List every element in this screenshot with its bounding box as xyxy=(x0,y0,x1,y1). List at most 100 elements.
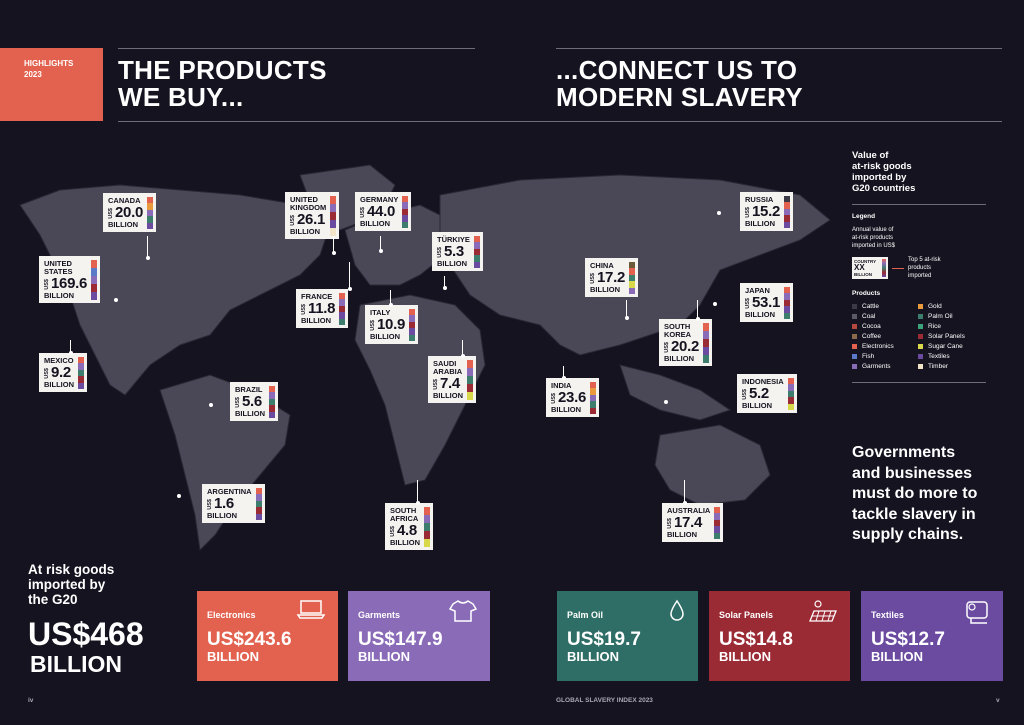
unit-label: BILLION xyxy=(370,332,400,341)
location-dot xyxy=(442,286,447,290)
highlights-badge: HIGHLIGHTS 2023 xyxy=(0,48,103,121)
country-name: SAUDI ARABIA xyxy=(433,359,463,376)
product-legend-item: Textiles xyxy=(918,353,984,360)
currency-label: US$ xyxy=(437,246,443,258)
product-swatch xyxy=(714,513,721,520)
tile-name: Solar Panels xyxy=(719,610,774,620)
country-name: FRANCE xyxy=(301,292,333,301)
country-name: JAPAN xyxy=(745,286,770,295)
location-dot xyxy=(716,211,721,215)
country-name: INDONESIA xyxy=(742,377,784,386)
product-swatch xyxy=(91,292,98,300)
southeast-asia-shape xyxy=(619,364,732,421)
unit-label: BILLION xyxy=(44,291,74,300)
product-swatch xyxy=(918,314,923,319)
product-swatch xyxy=(473,242,480,249)
country-name: BRAZIL xyxy=(235,385,263,394)
leader-line xyxy=(626,300,627,318)
product-swatch xyxy=(629,274,635,282)
top5-description: Top 5 at-risk products imported xyxy=(908,257,941,279)
product-swatch xyxy=(590,407,596,415)
solar-panel-icon xyxy=(808,599,838,630)
product-color-strip xyxy=(590,382,596,415)
product-swatch xyxy=(852,334,857,339)
leader-line xyxy=(444,276,445,288)
location-dot xyxy=(378,249,383,253)
product-legend-item: Fish xyxy=(852,353,918,360)
location-dot xyxy=(331,251,336,255)
product-legend-item: Cattle xyxy=(852,303,918,310)
location-dot xyxy=(113,298,118,302)
country-value: 4.8 xyxy=(397,522,417,539)
country-name: CHINA xyxy=(590,261,614,270)
currency-label: US$ xyxy=(551,392,557,404)
product-swatch xyxy=(852,364,857,369)
product-swatch xyxy=(402,196,409,203)
legend-heading: Legend xyxy=(852,213,876,220)
currency-label: US$ xyxy=(44,367,50,379)
product-swatch xyxy=(424,515,430,523)
product-color-strip xyxy=(91,260,98,300)
country-card-united-states: UNITED STATES US$ 169.6 BILLION xyxy=(39,256,101,303)
header-rule xyxy=(118,121,1002,122)
product-swatch xyxy=(330,196,337,204)
unit-label: BILLION xyxy=(235,409,265,418)
product-swatch xyxy=(918,364,923,369)
currency-label: US$ xyxy=(290,214,296,226)
side-rule-1 xyxy=(852,204,986,205)
product-swatch xyxy=(78,363,84,370)
country-card-mexico: MEXICO US$ 9.2 BILLION xyxy=(39,353,87,392)
currency-label: US$ xyxy=(44,278,50,290)
leader-line xyxy=(349,262,350,289)
side-title: Value of at-risk goods imported by G20 c… xyxy=(852,150,916,194)
unit-label: BILLION xyxy=(590,285,620,294)
country-card-saudi-arabia: SAUDI ARABIA US$ 7.4 BILLION xyxy=(428,356,476,403)
country-name: SOUTH KOREA xyxy=(664,322,692,339)
product-swatch xyxy=(409,328,415,335)
location-dot xyxy=(415,501,420,505)
product-swatch xyxy=(918,324,923,329)
country-value: 169.6 xyxy=(51,275,88,292)
product-swatch xyxy=(330,204,337,212)
tile-textiles: Textiles US$12.7 BILLION xyxy=(861,591,1003,681)
country-name: MEXICO xyxy=(44,356,74,365)
product-swatch xyxy=(473,261,480,269)
product-color-strip xyxy=(467,360,473,400)
product-color-strip xyxy=(784,196,790,229)
product-swatch xyxy=(339,312,346,319)
product-swatch xyxy=(409,321,415,329)
tile-value: US$147.9 xyxy=(358,629,443,650)
product-swatch xyxy=(409,315,415,322)
location-dot xyxy=(561,376,566,380)
product-swatch xyxy=(467,392,473,400)
product-legend-item: Solar Panels xyxy=(918,333,984,340)
total-unit: BILLION xyxy=(30,651,122,677)
product-swatch xyxy=(147,209,153,217)
product-swatch xyxy=(255,488,262,495)
leader-line xyxy=(333,236,334,253)
country-card-argentina: ARGENTINA US$ 1.6 BILLION xyxy=(202,484,265,523)
product-swatch xyxy=(91,276,98,284)
country-value: 11.8 xyxy=(308,300,336,317)
product-swatch xyxy=(339,305,346,313)
unit-label: BILLION xyxy=(390,538,420,547)
product-swatch xyxy=(852,304,857,309)
currency-label: US$ xyxy=(301,303,307,315)
product-swatch xyxy=(255,494,262,501)
product-color-strip xyxy=(147,197,153,230)
unit-label: BILLION xyxy=(108,220,138,229)
product-swatch xyxy=(918,334,923,339)
product-swatch xyxy=(78,382,84,390)
tile-unit: BILLION xyxy=(719,649,771,664)
product-swatch xyxy=(473,255,480,262)
product-swatch xyxy=(78,376,84,383)
product-color-strip xyxy=(339,293,346,326)
product-color-strip xyxy=(269,386,275,419)
product-swatch xyxy=(703,331,709,339)
product-color-strip xyxy=(78,357,84,390)
product-swatch xyxy=(918,344,923,349)
fabric-roll-icon xyxy=(963,599,991,630)
country-name: AUSTRALIA xyxy=(667,506,711,515)
currency-label: US$ xyxy=(360,206,366,218)
legend-pointer xyxy=(892,267,904,269)
